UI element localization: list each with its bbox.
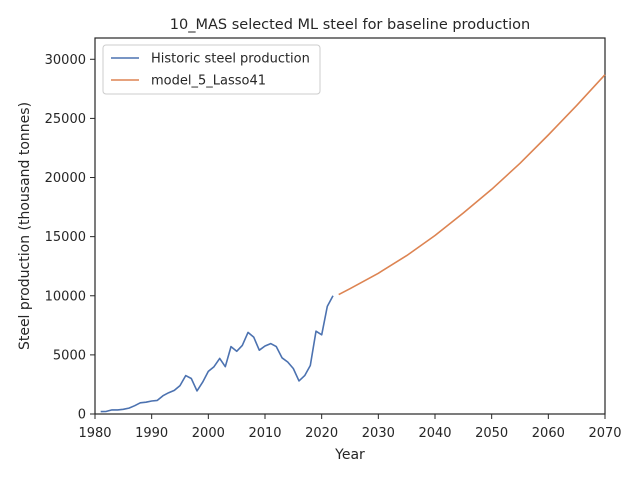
- y-axis-label: Steel production (thousand tonnes): [17, 102, 33, 350]
- y-tick-label: 15000: [45, 230, 86, 245]
- x-tick-label: 2060: [532, 426, 565, 441]
- legend-box: [102, 44, 321, 95]
- chart-title: 10_MAS selected ML steel for baseline pr…: [170, 17, 530, 33]
- y-tick-label: 30000: [45, 53, 86, 68]
- y-tick-label: 10000: [45, 289, 86, 304]
- x-tick-label: 2000: [192, 426, 225, 441]
- x-tick-label: 2030: [362, 426, 395, 441]
- y-tick-label: 20000: [45, 171, 86, 186]
- plot-area: [94, 37, 606, 415]
- legend-label: model_5_Lasso41: [151, 74, 266, 89]
- x-tick-label: 2020: [305, 426, 338, 441]
- x-tick-label: 2010: [248, 426, 281, 441]
- y-tick-label: 5000: [53, 348, 86, 363]
- y-tick-label: 0: [78, 408, 86, 423]
- x-axis-label: Year: [334, 447, 365, 463]
- x-tick-label: 1990: [135, 426, 168, 441]
- x-tick-label: 2070: [588, 426, 621, 441]
- legend-label: Historic steel production: [151, 52, 310, 67]
- x-tick-label: 2040: [418, 426, 451, 441]
- series-line-2: [338, 74, 606, 296]
- y-tick-label: 25000: [45, 112, 86, 127]
- x-axis: 1980 1990 2000 2010 2020 2030 2040 2050 2060 2070: [78, 414, 622, 441]
- x-tick-label: 2050: [475, 426, 508, 441]
- series-layer: [100, 74, 606, 413]
- legend: Historic steel production model_5_Lasso41: [102, 44, 321, 95]
- series-line-1: [100, 295, 334, 413]
- y-axis: 0 5000 10000 15000 20000 25000 30000: [45, 53, 95, 423]
- x-tick-label: 1980: [78, 426, 111, 441]
